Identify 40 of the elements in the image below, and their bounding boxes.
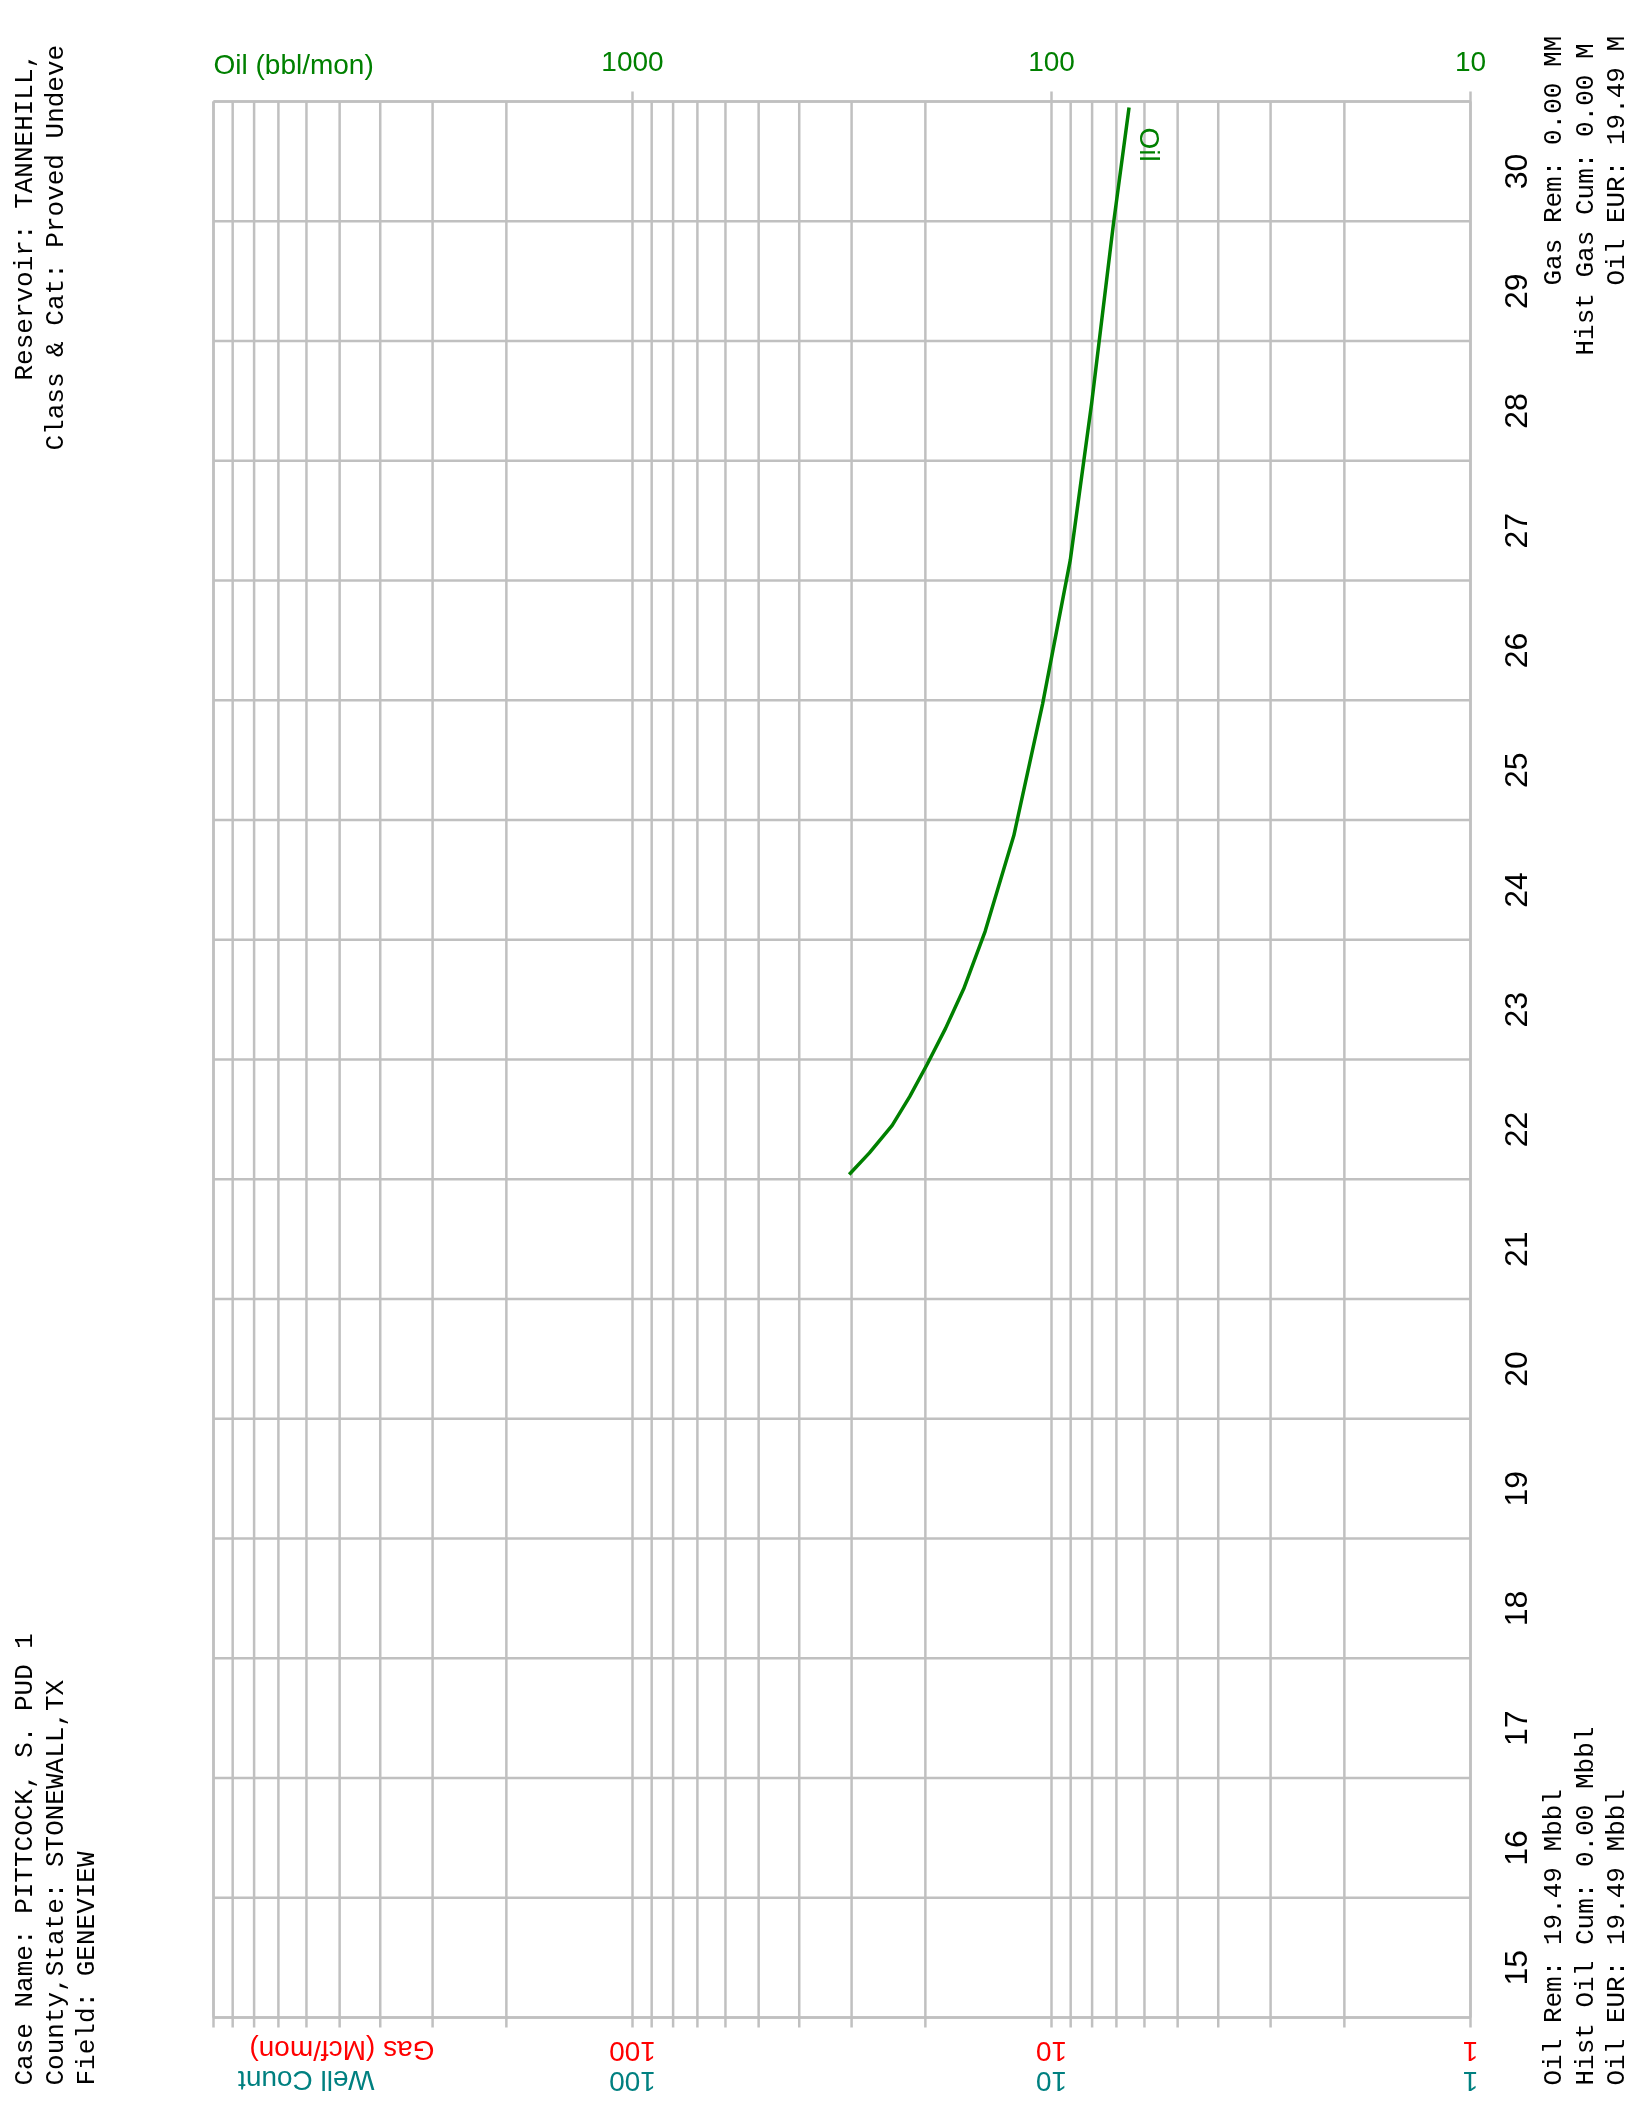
y-tick-label: 25 [1497, 752, 1534, 788]
y-tick-label: 20 [1497, 1351, 1534, 1387]
text: Gas (Mcf/mon) [249, 2035, 435, 2066]
text: Oil EUR: 19.49 M [1601, 35, 1632, 286]
text: 10 [1035, 2036, 1068, 2067]
y-tick-label: 18 [1497, 1590, 1534, 1627]
text: Hist Gas Cum: 0.00 M [1570, 43, 1601, 356]
text: Oil Rem: 19.49 Mbbl [1538, 1789, 1569, 2086]
text: Class & Cat: Proved Undeve [40, 44, 71, 451]
y-tick-label: 28 [1497, 393, 1534, 429]
text: Reservoir: TANNEHILL, [9, 52, 40, 381]
text: County,State: STONEWALL,TX [40, 1679, 71, 2086]
y-tick-label: 29 [1497, 273, 1534, 309]
text: 1 [1462, 2066, 1479, 2097]
x-tick-label: 1000 [601, 46, 664, 77]
y-tick-label: 24 [1497, 872, 1534, 908]
x-tick-label: 10 [1454, 46, 1487, 77]
text: Well Count [237, 2065, 375, 2096]
y-tick-label: 19 [1497, 1470, 1534, 1507]
y-tick-label: 17 [1497, 1710, 1534, 1746]
text: Field: GENEVIEW [71, 1851, 102, 2086]
y-tick-label: 22 [1497, 1111, 1534, 1148]
x-axis-title: Oil (bbl/mon) [213, 49, 374, 80]
text: Oil EUR: 19.49 Mbbl [1601, 1789, 1632, 2086]
y-tick-label: 15 [1497, 1949, 1534, 1986]
text: 100 [609, 2036, 656, 2067]
text: 10 [1035, 2066, 1068, 2097]
y-tick-label: 23 [1497, 991, 1534, 1028]
text: Case Name: PITTCOCK, S. PUD 1 [9, 1633, 40, 2086]
x-tick-label: 100 [1028, 46, 1075, 77]
text: Gas Rem: 0.00 MM [1538, 35, 1569, 286]
y-tick-label: 26 [1497, 632, 1534, 669]
y-tick-label: 21 [1497, 1231, 1534, 1267]
text: 1 [1462, 2036, 1479, 2067]
y-tick-label: 27 [1497, 512, 1534, 549]
y-tick-label: 30 [1497, 153, 1534, 190]
y-tick-label: 16 [1497, 1830, 1534, 1866]
text: Oil [1133, 127, 1165, 162]
text: 100 [609, 2066, 656, 2097]
text: Hist Oil Cum: 0.00 Mbbl [1570, 1726, 1601, 2086]
